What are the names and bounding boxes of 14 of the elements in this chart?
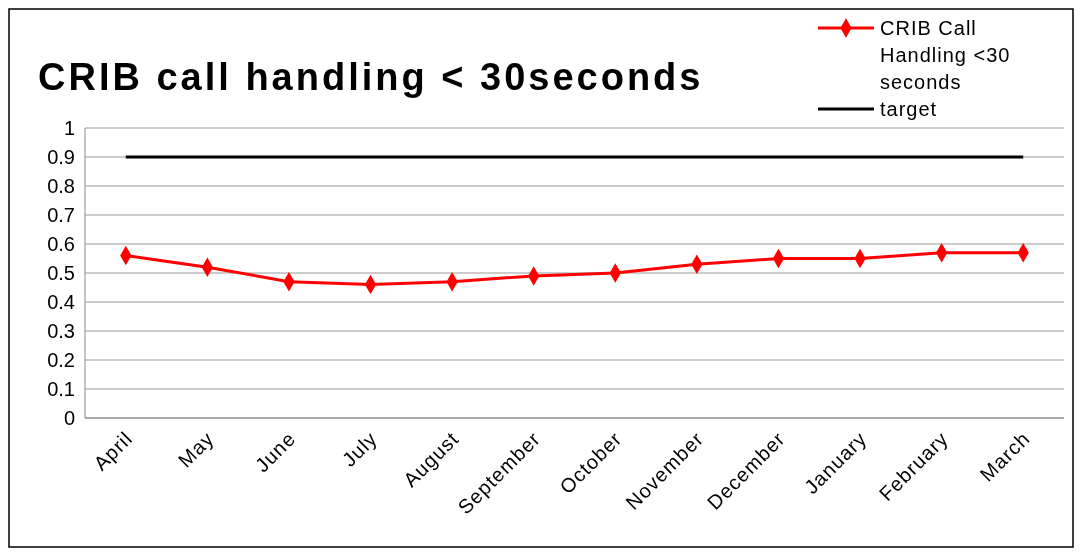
y-tick-label: 1 — [63, 117, 75, 139]
y-tick-label: 0.3 — [47, 320, 75, 342]
y-tick-label: 0 — [63, 407, 75, 429]
legend-label: target — [880, 98, 938, 120]
y-tick-label: 0.9 — [47, 146, 75, 168]
y-tick-label: 0.6 — [47, 233, 75, 255]
x-tick-label: July — [337, 427, 382, 471]
y-tick-label: 0.5 — [47, 262, 75, 284]
y-tick-label: 0.8 — [47, 175, 75, 197]
y-tick-label: 0.7 — [47, 204, 75, 226]
y-tick-label: 0.1 — [47, 378, 75, 400]
chart-title: CRIB call handling < 30seconds — [38, 56, 704, 98]
y-tick-label: 0.2 — [47, 349, 75, 371]
y-tick-label: 0.4 — [47, 291, 75, 313]
